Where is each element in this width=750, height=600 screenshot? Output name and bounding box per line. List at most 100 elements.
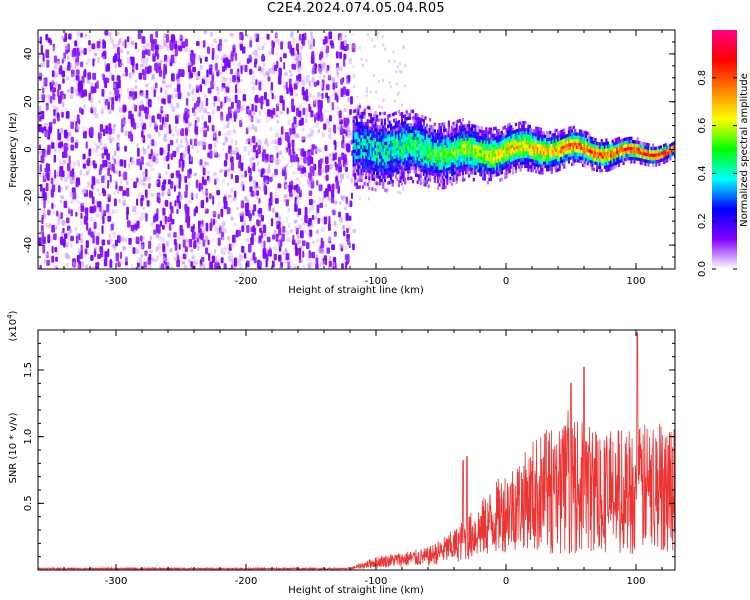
heatmap-cell xyxy=(397,143,401,147)
heatmap-cell xyxy=(379,165,382,169)
heatmap-cell xyxy=(586,148,589,152)
heatmap-cell xyxy=(149,250,153,254)
heatmap-cell xyxy=(430,155,433,159)
heatmap-cell xyxy=(274,114,278,118)
heatmap-cell xyxy=(283,194,288,199)
heatmap-cell xyxy=(399,62,402,66)
heatmap-cell xyxy=(413,146,416,150)
heatmap-cell xyxy=(274,32,279,37)
heatmap-cell xyxy=(205,196,209,203)
heatmap-cell xyxy=(441,186,444,190)
heatmap-cell xyxy=(358,185,362,189)
heatmap-cell xyxy=(449,143,452,147)
heatmap-cell xyxy=(450,135,454,140)
heatmap-cell xyxy=(237,61,242,68)
heatmap-cell xyxy=(397,120,401,124)
heatmap-cell xyxy=(386,147,390,152)
heatmap-cell xyxy=(267,206,270,213)
heatmap-cell xyxy=(386,168,390,172)
heatmap-cell xyxy=(393,139,396,143)
heatmap-cell xyxy=(162,71,166,79)
heatmap-cell xyxy=(76,36,79,42)
heatmap-cell xyxy=(188,168,192,175)
heatmap-cell xyxy=(162,207,166,216)
heatmap-cell xyxy=(404,124,407,128)
heatmap-cell xyxy=(368,106,371,110)
heatmap-cell xyxy=(385,144,388,149)
heatmap-cell xyxy=(503,135,507,139)
heatmap-cell xyxy=(511,151,514,155)
heatmap-cell xyxy=(491,137,494,141)
heatmap-cell xyxy=(167,143,170,152)
heatmap-cell xyxy=(204,141,208,146)
heatmap-cell xyxy=(336,171,340,177)
heatmap-cell xyxy=(290,154,294,163)
heatmap-cell xyxy=(363,182,366,186)
heatmap-cell xyxy=(108,111,112,115)
heatmap-cell xyxy=(200,101,204,107)
heatmap-cell xyxy=(413,123,416,127)
heatmap-cell xyxy=(574,132,577,136)
heatmap-cell xyxy=(433,132,436,137)
heatmap-cell xyxy=(560,139,563,144)
heatmap-cell xyxy=(173,257,176,261)
heatmap-cell xyxy=(372,167,376,172)
heatmap-cell xyxy=(145,213,148,222)
heatmap-cell xyxy=(429,178,432,182)
heatmap-cell xyxy=(340,78,344,85)
heatmap-cell xyxy=(201,256,205,262)
heatmap-cell xyxy=(405,123,408,128)
heatmap-cell xyxy=(574,135,577,140)
heatmap-cell xyxy=(56,251,60,256)
heatmap-cell xyxy=(71,49,74,58)
heatmap-cell xyxy=(458,118,461,123)
heatmap-cell xyxy=(136,220,140,229)
heatmap-cell xyxy=(382,99,385,103)
heatmap-cell xyxy=(346,134,350,138)
heatmap-cell xyxy=(355,148,358,153)
heatmap-cell xyxy=(371,187,374,191)
heatmap-cell xyxy=(258,110,262,116)
heatmap-cell xyxy=(120,178,123,184)
heatmap-cell xyxy=(298,110,302,118)
heatmap-cell xyxy=(360,161,363,166)
heatmap-cell xyxy=(268,50,272,56)
heatmap-cell xyxy=(180,144,184,149)
heatmap-cell xyxy=(107,239,111,245)
heatmap-cell xyxy=(123,171,128,181)
heatmap-cell xyxy=(327,98,331,104)
heatmap-cell xyxy=(525,137,528,142)
heatmap-cell xyxy=(505,151,508,155)
heatmap-cell xyxy=(386,114,390,118)
heatmap-cell xyxy=(460,165,463,169)
heatmap-cell xyxy=(88,190,92,198)
heatmap-cell xyxy=(108,96,112,102)
heatmap-cell xyxy=(505,148,508,152)
heatmap-cell xyxy=(326,84,330,91)
heatmap-cell xyxy=(585,134,588,139)
heatmap-cell xyxy=(390,126,393,131)
heatmap-cell xyxy=(569,142,572,147)
heatmap-cell xyxy=(382,175,385,179)
heatmap-cell xyxy=(510,148,513,152)
heatmap-cell xyxy=(317,217,321,224)
heatmap-cell xyxy=(508,122,511,127)
heatmap-cell xyxy=(96,145,101,150)
heatmap-cell xyxy=(144,251,148,258)
heatmap-cell xyxy=(464,147,468,151)
heatmap-cell xyxy=(394,128,397,132)
heatmap-cell xyxy=(541,147,544,152)
heatmap-cell xyxy=(401,187,404,191)
heatmap-cell xyxy=(41,149,45,158)
heatmap-cell xyxy=(354,149,357,153)
heatmap-cell xyxy=(508,156,511,160)
heatmap-cell xyxy=(145,83,149,88)
heatmap-cell xyxy=(549,157,552,161)
heatmap-cell xyxy=(497,132,500,136)
heatmap-cell xyxy=(429,128,432,132)
heatmap-cell xyxy=(41,201,44,206)
heatmap-cell xyxy=(305,89,309,96)
heatmap-cell xyxy=(100,209,105,214)
heatmap-cell xyxy=(355,132,358,136)
heatmap-cell xyxy=(494,126,497,131)
